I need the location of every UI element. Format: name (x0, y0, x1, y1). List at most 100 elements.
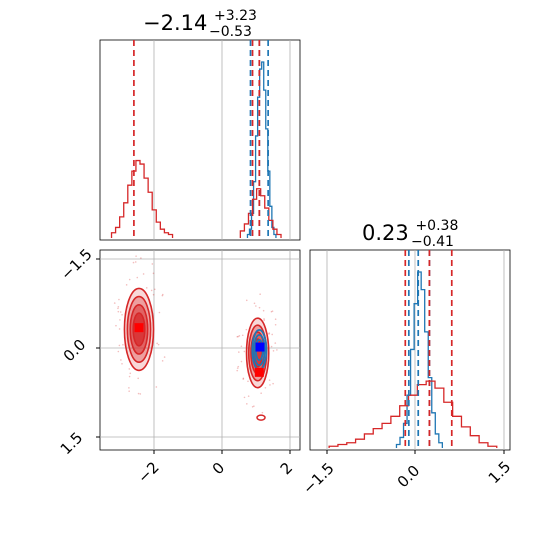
x-axis: −1.5 0.0 1.5 (299, 450, 514, 498)
scatter-point (150, 289, 153, 292)
scatter-point (274, 318, 277, 321)
scatter-point (122, 343, 124, 346)
scatter-point (157, 343, 160, 346)
scatter-point (134, 261, 137, 263)
title-plus: +0.38 (415, 218, 458, 234)
scatter-point (155, 386, 158, 388)
x-tick-label: 1.5 (485, 458, 515, 488)
scatter-point (270, 310, 273, 313)
panel-title: −2.14 +3.23 (143, 8, 257, 35)
scatter-point (152, 272, 155, 275)
scatter-point (115, 324, 117, 327)
scatter-point (161, 360, 164, 362)
title-plus: +3.23 (214, 8, 257, 24)
scatter-point (128, 390, 130, 392)
scatter-point (139, 393, 142, 395)
x-tick-label: 0 (209, 459, 228, 478)
panel-frame (99, 39, 301, 241)
scatter-point (145, 287, 148, 289)
scatter-point (240, 345, 243, 348)
scatter-point (245, 299, 248, 302)
panel-title: 0.23 +0.38 (362, 218, 458, 245)
scatter-point (118, 298, 120, 301)
scatter-point (271, 333, 274, 336)
scatter-point (243, 350, 246, 353)
scatter-point (142, 273, 145, 275)
scatter-point (258, 306, 261, 309)
histogram-step (395, 271, 444, 448)
panel-marginal-1: −2.14 +3.23 −0.53 (99, 8, 301, 241)
scatter-point (128, 368, 131, 370)
scatter-point (272, 350, 275, 352)
scatter-point (247, 380, 249, 383)
scatter-point (137, 392, 140, 395)
scatter-point (274, 323, 277, 326)
scatter-point (245, 328, 248, 331)
scatter-point (237, 365, 240, 368)
quantile-lines-layer (404, 250, 453, 450)
title-value: −2.14 (143, 11, 207, 35)
panel-frame (99, 249, 301, 451)
scatter-point (128, 278, 131, 281)
scatter-point (128, 387, 130, 389)
scatter-point (261, 411, 264, 414)
scatter-point (158, 311, 161, 314)
histogram-step (328, 380, 498, 448)
scatter-point (255, 305, 257, 307)
scatter-point (268, 379, 271, 381)
scatter-point (247, 395, 250, 397)
scatter-point (117, 350, 120, 353)
histogram-step (110, 159, 282, 238)
scatter-point (117, 307, 119, 310)
scatter-point (236, 367, 239, 369)
scatter-point (120, 359, 122, 361)
scatter-point (272, 382, 274, 385)
scatter-point (242, 378, 245, 380)
scatter-point (237, 335, 239, 338)
histogram-series-layer (328, 271, 498, 448)
scatter-point (270, 345, 273, 348)
panel-marginal-2: 0.23 +0.38 −0.41 −1.5 0.0 1.5 (299, 218, 514, 498)
y-tick-label: −1.5 (57, 245, 95, 283)
scatter-point (118, 328, 121, 330)
histogram-step (246, 61, 277, 238)
scatter-point (118, 344, 121, 347)
y-tick-label: 1.5 (57, 429, 87, 459)
gridlines (153, 40, 291, 240)
scatter-point (119, 319, 121, 321)
scatter-point (253, 302, 256, 305)
scatter-point (241, 334, 244, 337)
scatter-point (156, 342, 158, 345)
scatter-point (274, 342, 277, 344)
scatter-point (236, 369, 239, 372)
x-tick-label: −1.5 (299, 459, 337, 497)
x-tick-label: 2 (277, 459, 296, 478)
scatter-point (238, 351, 240, 353)
scatter-point (271, 310, 274, 312)
scatter-point (269, 384, 271, 386)
contour-level (253, 334, 266, 366)
scatter-point (263, 318, 265, 320)
scatter-point (253, 405, 255, 407)
scatter-point (129, 372, 132, 375)
scatter-point (132, 261, 135, 264)
scatter-point (260, 392, 262, 394)
scatter-point (262, 309, 265, 312)
contour-layer (123, 287, 270, 421)
scatter-point (246, 403, 248, 405)
scatter-point (137, 377, 139, 380)
scatter-point (117, 305, 120, 308)
scatter-point (243, 396, 246, 399)
scatter-point (128, 375, 131, 378)
scatter-point (125, 284, 128, 286)
blue-square-marker (255, 342, 265, 352)
panel-frame (309, 249, 511, 451)
scatter-point (163, 356, 166, 358)
scatter-points (113, 255, 278, 414)
x-tick-label: −2 (134, 458, 162, 486)
scatter-point (121, 363, 123, 365)
red-square-marker (254, 367, 264, 377)
title-minus: −0.41 (411, 234, 454, 250)
title-minus: −0.53 (209, 24, 252, 40)
